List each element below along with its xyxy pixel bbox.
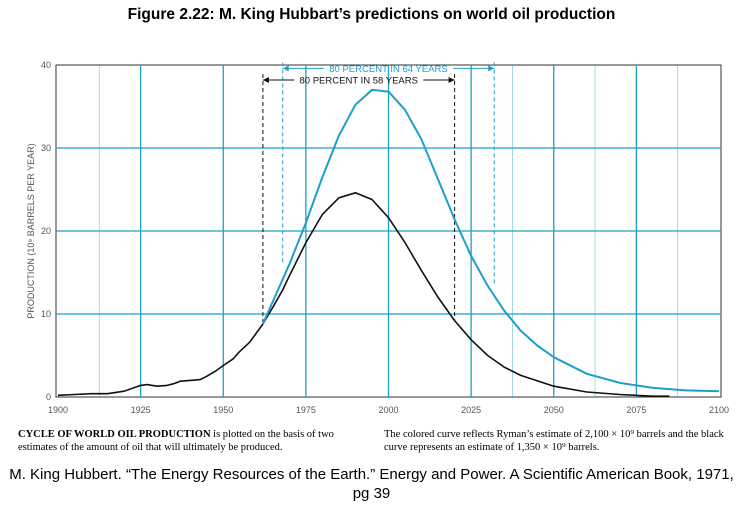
caption-right: The colored curve reflects Ryman’s estim… — [384, 429, 724, 453]
grid — [56, 65, 721, 397]
x-tick-label: 1975 — [296, 405, 316, 415]
y-axis-label: PRODUCTION (10⁹ BARRELS PER YEAR) — [26, 143, 36, 318]
annotation-label: 80 PERCENT IN 58 YEARS — [300, 75, 418, 86]
x-tick-label: 2100 — [709, 405, 729, 415]
annotation-arrowhead — [262, 76, 269, 83]
x-tick-label: 1925 — [131, 405, 151, 415]
series-line-black — [57, 192, 670, 397]
series — [57, 88, 720, 397]
y-tick-label: 30 — [41, 143, 51, 153]
x-tick-label: 2075 — [626, 405, 646, 415]
x-tick-label: 2050 — [544, 405, 564, 415]
x-tick-label: 1950 — [213, 405, 233, 415]
x-tick-label: 2000 — [378, 405, 398, 415]
y-tick-label: 20 — [41, 226, 51, 236]
y-tick-label: 0 — [46, 392, 51, 402]
x-tick-label: 1900 — [48, 405, 68, 415]
y-tick-label: 10 — [41, 309, 51, 319]
figure-title: Figure 2.22: M. King Hubbart’s predictio… — [127, 6, 616, 23]
caption-left: CYCLE OF WORLD OIL PRODUCTION is plotted… — [18, 428, 370, 454]
caption-left-bold: CYCLE OF WORLD OIL PRODUCTION — [18, 429, 211, 440]
y-tick-label: 40 — [41, 60, 51, 70]
annotation-arrowhead — [282, 65, 289, 72]
caption-left-text: is plotted on the basis of two estimates… — [18, 429, 334, 453]
x-tick-label: 2025 — [461, 405, 481, 415]
tick-labels: 1900 1925 1950 1975 2000 2025 2050 2075 2100 0 10 2… — [41, 60, 729, 415]
annotation-label: 80 PERCENT IN 64 YEARS — [329, 64, 447, 75]
annotation-arrowhead — [448, 76, 455, 83]
chart-svg: 1900 1925 1950 1975 2000 2025 2050 2075 2100 0 10 2… — [26, 60, 729, 415]
citation: M. King Hubbert. “The Energy Resources o… — [9, 466, 734, 502]
annotation-arrowhead — [488, 65, 495, 72]
series-line-cyan — [261, 88, 720, 393]
